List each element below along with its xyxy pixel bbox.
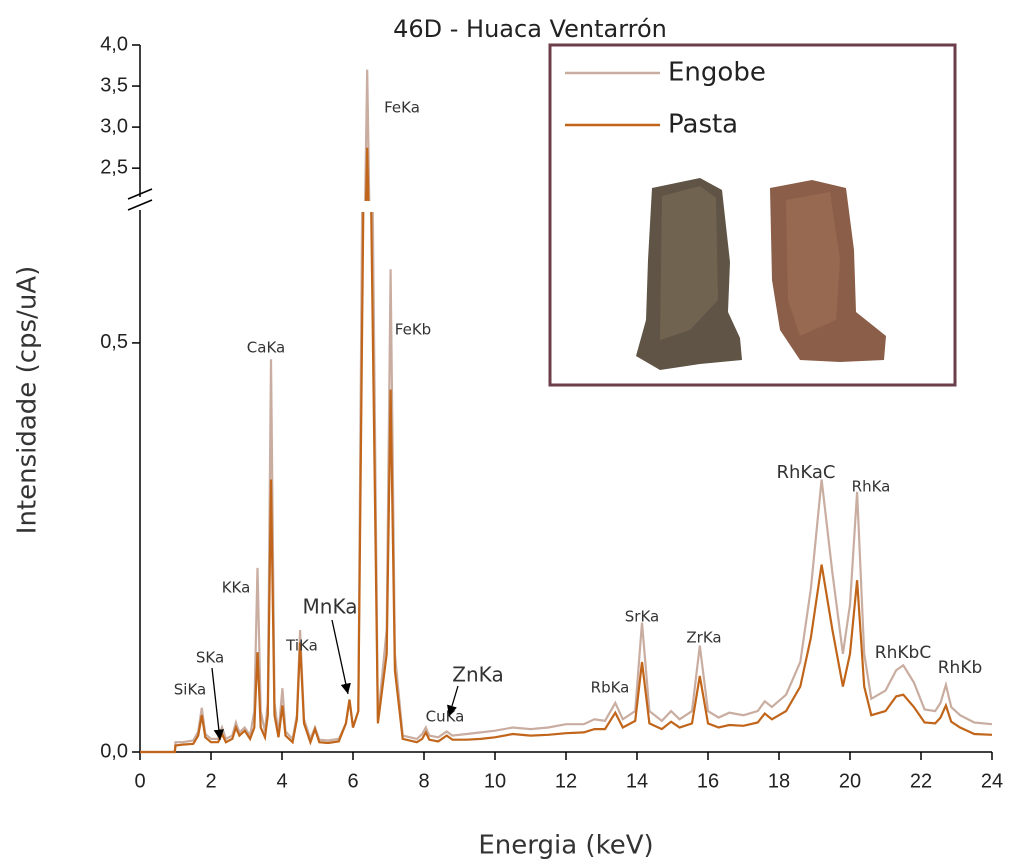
y-tick-label: 0,5 xyxy=(100,331,128,353)
peak-label: FeKa xyxy=(384,99,420,117)
chart-title: 46D - Huaca Ventarrón xyxy=(393,15,667,43)
x-tick-label: 16 xyxy=(697,770,719,792)
spectrum-line xyxy=(140,212,992,754)
peak-label: MnKa xyxy=(303,595,358,619)
sample-photo xyxy=(636,178,886,370)
peak-label: SrKa xyxy=(625,608,659,626)
arrow xyxy=(211,667,225,741)
peak-label: KKa xyxy=(222,579,251,597)
legend xyxy=(548,43,957,387)
arrow xyxy=(447,685,459,717)
x-tick-label: 24 xyxy=(981,770,1003,792)
x-axis-label: Energia (keV) xyxy=(478,831,653,861)
x-tick-label: 0 xyxy=(134,770,145,792)
arrow xyxy=(331,619,351,695)
peak-label: RbKa xyxy=(591,679,630,697)
peak-label: SiKa xyxy=(174,681,206,699)
peak-label: FeKb xyxy=(395,321,431,339)
peak-label: RhKaC xyxy=(776,462,835,483)
y-tick-label: 3,0 xyxy=(100,115,128,137)
peak-label: ZnKa xyxy=(452,663,503,687)
x-tick-label: 8 xyxy=(418,770,429,792)
x-tick-label: 20 xyxy=(839,770,861,792)
x-tick-label: 12 xyxy=(555,770,577,792)
peak-label: CuKa xyxy=(426,708,465,726)
peak-label: CaKa xyxy=(247,339,285,357)
peak-label: SKa xyxy=(196,649,224,667)
peak-label: RhKa xyxy=(852,478,891,496)
y-tick-label: 4,0 xyxy=(100,33,128,55)
x-tick-label: 6 xyxy=(347,770,358,792)
y-tick-label: 2,5 xyxy=(100,156,128,178)
x-tick-label: 4 xyxy=(276,770,287,792)
legend-label: Engobe xyxy=(668,58,766,88)
peak-label: TiKa xyxy=(285,637,318,655)
peak-label: ZrKa xyxy=(686,629,721,647)
spectrum-line xyxy=(140,212,992,754)
x-tick-label: 22 xyxy=(910,770,932,792)
axis-break xyxy=(127,188,153,200)
y-axis-label: Intensidade (cps/uA) xyxy=(13,266,43,534)
y-tick-label: 3,5 xyxy=(100,74,128,96)
x-tick-label: 10 xyxy=(484,770,506,792)
x-tick-label: 14 xyxy=(626,770,648,792)
legend-label: Pasta xyxy=(668,110,738,140)
legend-box xyxy=(548,43,957,387)
peak-label: RhKbC xyxy=(875,643,931,663)
x-tick-label: 2 xyxy=(205,770,216,792)
axis-break xyxy=(127,199,153,211)
x-tick-label: 18 xyxy=(768,770,790,792)
peak-label: RhKb xyxy=(938,658,983,678)
y-tick-label: 0,0 xyxy=(100,740,128,762)
